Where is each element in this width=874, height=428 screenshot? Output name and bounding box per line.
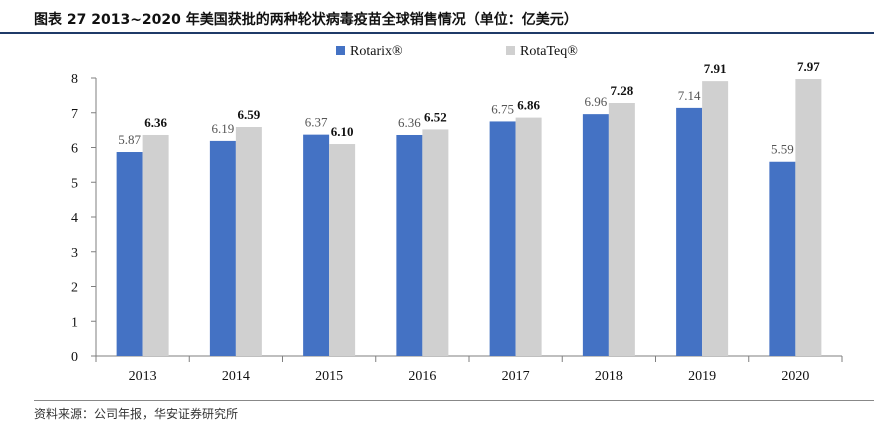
source-note: 资料来源：公司年报，华安证券研究所 <box>34 407 239 421</box>
data-label-rotarix: 5.87 <box>118 132 141 147</box>
x-tick-label: 2018 <box>595 369 623 384</box>
x-tick-label: 2014 <box>222 369 250 384</box>
bar-rotateq <box>422 129 449 356</box>
data-label-rotarix: 6.75 <box>491 101 514 116</box>
y-tick-label: 6 <box>71 142 78 157</box>
bar-rotateq <box>608 103 635 357</box>
x-tick-label: 2020 <box>781 369 809 384</box>
legend-label-rotarix: Rotarix® <box>350 44 403 59</box>
data-label-rotateq: 7.91 <box>704 61 727 76</box>
chart-title: 图表 27 2013~2020 年美国获批的两种轮状病毒疫苗全球销售情况（单位：… <box>34 12 578 28</box>
data-labels: 5.876.36 6.196.596.376.106.36 6.526.75 6.86… <box>118 59 820 157</box>
bar-rotarix <box>303 134 330 356</box>
bar-rotateq <box>515 117 542 357</box>
x-tick-label: 2015 <box>315 369 343 384</box>
x-tick-label: 2019 <box>688 369 716 384</box>
data-label-rotarix: 6.96 <box>585 94 608 109</box>
y-tick-label: 2 <box>71 281 78 296</box>
data-label-rotateq: 6.36 <box>144 115 167 130</box>
x-tick-label: 2016 <box>408 369 436 384</box>
y-tick-label: 1 <box>71 315 78 330</box>
y-tick-label: 5 <box>71 176 78 191</box>
bar-rotateq <box>329 144 356 356</box>
data-label-rotateq: 6.10 <box>331 124 354 139</box>
data-label-rotateq: 6.86 <box>517 98 540 113</box>
bar-rotarix <box>769 161 796 356</box>
data-label-rotarix: 6.37 <box>305 115 328 130</box>
data-label-rotarix: 6.19 <box>212 121 235 136</box>
bar-rotarix <box>116 152 143 356</box>
data-label-rotateq: 6.52 <box>424 109 447 124</box>
bar-rotarix <box>396 134 423 356</box>
x-tick-label: 2013 <box>129 369 157 384</box>
source-bar: 资料来源：公司年报，华安证券研究所 <box>34 400 874 421</box>
y-tick-label: 7 <box>71 107 78 122</box>
legend: Rotarix® RotaTeq® <box>336 44 578 59</box>
x-axis: 2013 2014 2015 2016 2017 2018 2019 2020 <box>95 355 843 384</box>
legend-swatch-rotarix <box>336 46 345 55</box>
data-label-rotateq: 6.59 <box>238 107 261 122</box>
bar-rotarix <box>676 107 703 356</box>
data-label-rotarix: 7.14 <box>678 88 701 103</box>
y-tick-label: 4 <box>71 211 78 226</box>
bar-rotateq <box>142 134 169 356</box>
bar-rotateq <box>702 81 729 356</box>
bar-rotateq <box>235 126 262 356</box>
bar-rotarix <box>489 121 516 356</box>
bar-rotarix <box>582 114 609 356</box>
y-tick-label: 0 <box>71 350 78 365</box>
title-bar: 图表 27 2013~2020 年美国获批的两种轮状病毒疫苗全球销售情况（单位：… <box>0 0 874 34</box>
legend-swatch-rotateq <box>506 46 515 55</box>
y-tick-label: 3 <box>71 246 78 261</box>
data-label-rotarix: 5.59 <box>771 142 794 157</box>
bar-rotateq <box>795 79 822 356</box>
data-label-rotarix: 6.36 <box>398 115 421 130</box>
y-axis: 0 1 2 3 4 5 6 7 8 <box>71 72 97 365</box>
y-tick-label: 8 <box>71 72 78 87</box>
data-label-rotateq: 7.97 <box>797 59 820 74</box>
legend-label-rotateq: RotaTeq® <box>520 44 578 59</box>
x-tick-label: 2017 <box>502 369 530 384</box>
bar-rotarix <box>209 140 236 356</box>
data-label-rotateq: 7.28 <box>611 83 634 98</box>
bars <box>116 79 822 357</box>
